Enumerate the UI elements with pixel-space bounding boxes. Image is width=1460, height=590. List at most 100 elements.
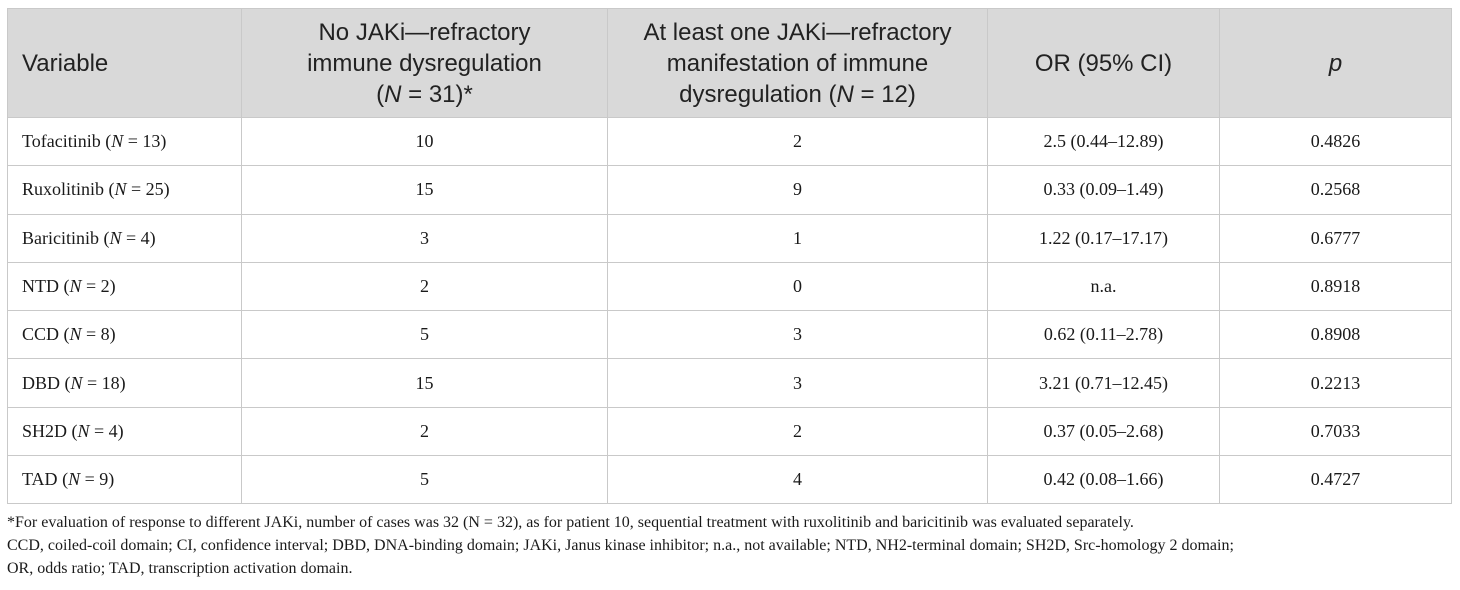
variable-n-value: = 2) [81, 276, 116, 297]
cell-refractory: 3 [607, 310, 988, 360]
variable-n-symbol: N [111, 131, 124, 152]
cell-no-refractory: 2 [241, 406, 608, 457]
header-refractory: At least one JAKi—refractory manifestatio… [607, 8, 988, 118]
header-text: manifestation of immune [666, 49, 929, 77]
cell-no-refractory: 15 [241, 165, 608, 215]
header-p-value: p [1219, 8, 1452, 118]
cell-refractory: 3 [607, 358, 988, 408]
variable-n-symbol: N [69, 276, 82, 297]
variable-name: Ruxolitinib [22, 179, 105, 200]
variable-n-value: = 9) [80, 469, 115, 490]
table-body: Tofacitinib (N = 13) 10 2 2.5 (0.44–12.89) 0… [7, 116, 1452, 505]
cell-or-ci: n.a. [987, 261, 1220, 312]
cell-or-ci: 3.21 (0.71–12.45) [987, 358, 1220, 408]
cell-refractory: 4 [607, 455, 988, 505]
header-text: ( [376, 80, 385, 108]
cell-no-refractory: 15 [241, 358, 608, 408]
header-or-ci: OR (95% CI) [987, 8, 1220, 118]
cell-refractory: 1 [607, 213, 988, 263]
variable-name: DBD [22, 372, 61, 393]
header-no-refractory: No JAKi—refractory immune dysregulation (N… [241, 8, 608, 118]
variable-n-value: = 4) [121, 227, 156, 248]
header-text: At least one JAKi—refractory [643, 18, 952, 46]
header-line: No JAKi—refractory [252, 17, 597, 48]
table-row: DBD (N = 18) 15 3 3.21 (0.71–12.45) 0.2213 [7, 358, 1452, 408]
cell-no-refractory: 10 [241, 116, 608, 167]
header-text: = 31)* [401, 80, 473, 108]
variable-n-value: = 25) [126, 179, 170, 200]
cell-variable: NTD (N = 2) [7, 261, 242, 312]
variable-name: NTD [22, 276, 59, 297]
variable-name: CCD [22, 324, 60, 345]
cell-variable: CCD (N = 8) [7, 310, 242, 360]
cell-variable: Tofacitinib (N = 13) [7, 116, 242, 167]
header-text: No JAKi—refractory [318, 18, 531, 46]
table-row: CCD (N = 8) 5 3 0.62 (0.11–2.78) 0.8908 [7, 310, 1452, 360]
header-italic-symbol: p [1328, 49, 1343, 77]
header-variable: Variable [7, 8, 242, 118]
table-row: Ruxolitinib (N = 25) 15 9 0.33 (0.09–1.49) 0… [7, 165, 1452, 215]
header-line: OR (95% CI) [998, 48, 1209, 79]
cell-no-refractory: 2 [241, 261, 608, 312]
cell-no-refractory: 5 [241, 310, 608, 360]
variable-n-symbol: N [70, 372, 83, 393]
cell-p-value: 0.2568 [1219, 165, 1452, 215]
variable-n-value: = 8) [81, 324, 116, 345]
header-line: immune dysregulation [252, 48, 597, 79]
cell-variable: SH2D (N = 4) [7, 406, 242, 457]
cell-refractory: 0 [607, 261, 988, 312]
header-row: Variable No JAKi—refractory immune dysregu… [7, 8, 1452, 118]
table-row: TAD (N = 9) 5 4 0.42 (0.08–1.66) 0.4727 [7, 455, 1452, 505]
cell-refractory: 2 [607, 406, 988, 457]
variable-n-symbol: N [109, 227, 122, 248]
variable-name: SH2D [22, 420, 68, 441]
cell-refractory: 2 [607, 116, 988, 167]
cell-or-ci: 0.62 (0.11–2.78) [987, 310, 1220, 360]
variable-name: TAD [22, 469, 58, 490]
cell-p-value: 0.8908 [1219, 310, 1452, 360]
variable-n-symbol: N [114, 179, 127, 200]
cell-refractory: 9 [607, 165, 988, 215]
cell-variable: Ruxolitinib (N = 25) [7, 165, 242, 215]
abbreviations-line-2: OR, odds ratio; TAD, transcription activ… [7, 560, 353, 577]
variable-n-symbol: N [68, 469, 81, 490]
variable-name: Tofacitinib [22, 131, 101, 152]
cell-p-value: 0.6777 [1219, 213, 1452, 263]
table-row: Tofacitinib (N = 13) 10 2 2.5 (0.44–12.89) 0… [7, 116, 1452, 167]
variable-n-value: = 18) [82, 372, 126, 393]
cell-or-ci: 1.22 (0.17–17.17) [987, 213, 1220, 263]
cell-no-refractory: 3 [241, 213, 608, 263]
cell-or-ci: 2.5 (0.44–12.89) [987, 116, 1220, 167]
header-italic-symbol: N [384, 80, 402, 108]
cell-variable: DBD (N = 18) [7, 358, 242, 408]
header-line: At least one JAKi—refractory [618, 17, 977, 48]
header-text: = 12) [853, 80, 916, 108]
header-line: (N = 31)* [252, 79, 597, 110]
table-row: SH2D (N = 4) 2 2 0.37 (0.05–2.68) 0.7033 [7, 406, 1452, 457]
results-table: Variable No JAKi—refractory immune dysregu… [7, 8, 1452, 505]
cell-p-value: 0.7033 [1219, 406, 1452, 457]
cell-p-value: 0.8918 [1219, 261, 1452, 312]
variable-n-symbol: N [77, 420, 90, 441]
variable-n-value: = 4) [89, 420, 124, 441]
cell-p-value: 0.2213 [1219, 358, 1452, 408]
cell-p-value: 0.4826 [1219, 116, 1452, 167]
header-line: dysregulation (N = 12) [618, 79, 977, 110]
footnote-asterisk: *For evaluation of response to different… [7, 514, 1134, 531]
variable-name: Baricitinib [22, 227, 99, 248]
header-line: p [1230, 48, 1441, 79]
header-text: OR (95% CI) [1034, 49, 1173, 77]
variable-n-symbol: N [69, 324, 82, 345]
cell-variable: Baricitinib (N = 4) [7, 213, 242, 263]
table-footnotes: *For evaluation of response to different… [7, 511, 1457, 580]
table-row: NTD (N = 2) 2 0 n.a. 0.8918 [7, 261, 1452, 312]
variable-n-value: = 13) [123, 131, 167, 152]
cell-no-refractory: 5 [241, 455, 608, 505]
header-line: manifestation of immune [618, 48, 977, 79]
table-row: Baricitinib (N = 4) 3 1 1.22 (0.17–17.17) 0.… [7, 213, 1452, 263]
header-line: Variable [22, 48, 231, 79]
cell-or-ci: 0.33 (0.09–1.49) [987, 165, 1220, 215]
header-text: immune dysregulation [307, 49, 542, 77]
cell-or-ci: 0.42 (0.08–1.66) [987, 455, 1220, 505]
